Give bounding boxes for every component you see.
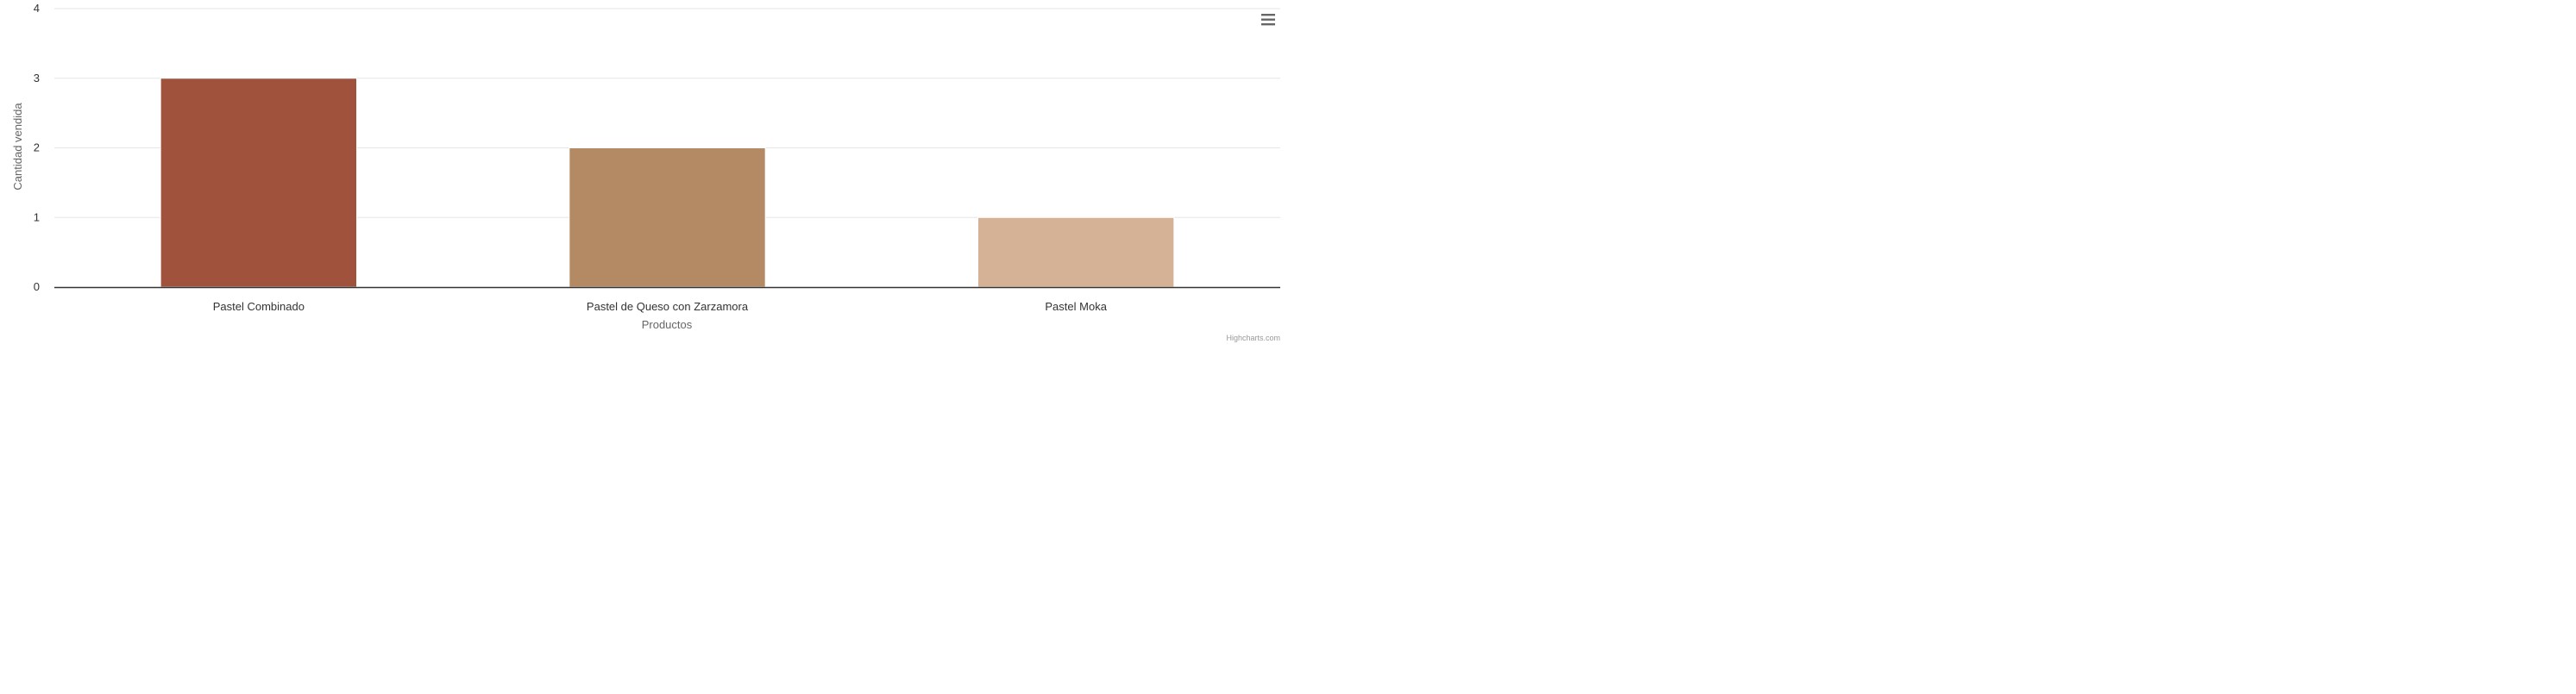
x-axis-title: Productos (642, 318, 693, 331)
bar-2[interactable] (569, 147, 766, 288)
bar-1[interactable] (160, 78, 358, 288)
bars (160, 78, 1175, 288)
y-axis-ticks: 0 1 2 3 4 (34, 2, 40, 293)
x-axis-ticks: Pastel Combinado Pastel de Queso con Zarz… (213, 300, 1108, 313)
bar-3[interactable] (977, 216, 1175, 288)
hamburger-menu-icon[interactable] (1258, 10, 1279, 29)
y-tick-label: 1 (34, 210, 40, 223)
y-tick-label: 0 (34, 280, 40, 293)
y-tick-label: 2 (34, 141, 40, 154)
y-tick-label: 3 (34, 72, 40, 84)
x-tick-label: Pastel Moka (1045, 300, 1107, 313)
x-tick-label: Pastel Combinado (213, 300, 305, 313)
y-tick-label: 4 (34, 2, 40, 15)
x-tick-label: Pastel de Queso con Zarzamora (587, 300, 749, 313)
credits-link[interactable]: Highcharts.com (1226, 334, 1280, 342)
y-axis-title: Cantidad vendida (11, 103, 24, 191)
